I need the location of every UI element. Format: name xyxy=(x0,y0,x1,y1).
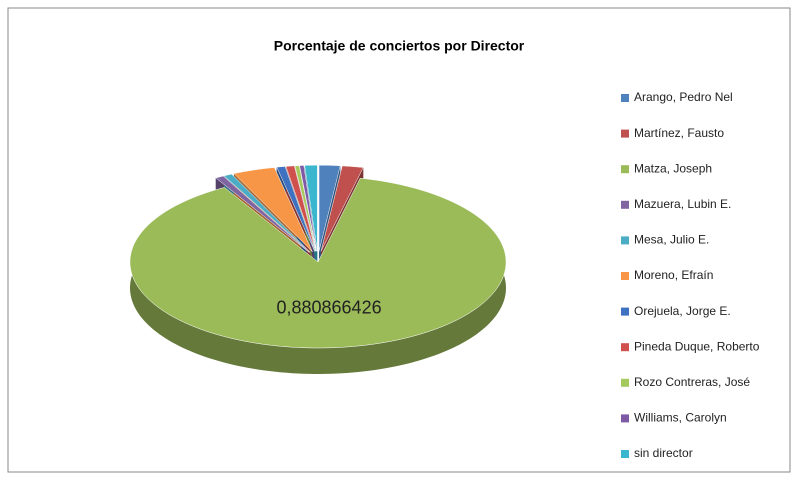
legend-label: sin director xyxy=(634,446,693,460)
slice xyxy=(318,164,341,252)
data-label: 0,880866426 xyxy=(276,298,381,318)
legend-swatch xyxy=(621,94,629,102)
slice xyxy=(215,175,310,253)
legend-swatch xyxy=(621,343,629,352)
legend-swatch xyxy=(621,200,629,209)
legend-swatch xyxy=(621,307,629,316)
legend-label: Martínez, Fausto xyxy=(634,126,724,140)
legend-swatch xyxy=(621,378,629,387)
legend-label: Williams, Carolyn xyxy=(634,411,727,425)
legend-swatch xyxy=(621,129,629,138)
legend-label: Orejuela, Jorge E. xyxy=(634,304,731,318)
slice xyxy=(276,166,315,252)
chart-title: Porcentaje de conciertos por Director xyxy=(274,38,525,54)
legend-label: Matza, Joseph xyxy=(634,161,712,175)
slice xyxy=(320,165,364,252)
legend-swatch xyxy=(621,165,629,174)
legend-swatch xyxy=(621,414,629,423)
legend-label: Mazuera, Lubin E. xyxy=(634,197,731,211)
legend-swatch xyxy=(621,450,629,458)
slice xyxy=(233,167,313,252)
legend-label: Rozo Contreras, José xyxy=(634,375,750,389)
legend-label: Pineda Duque, Roberto xyxy=(634,339,760,353)
slice xyxy=(223,173,311,253)
slice xyxy=(129,177,507,349)
legend-swatch xyxy=(621,272,629,280)
legend-label: Mesa, Julio E. xyxy=(634,233,709,247)
slice xyxy=(294,165,317,252)
slice xyxy=(304,164,318,252)
legend-swatch xyxy=(621,236,629,245)
slice xyxy=(299,165,317,252)
legend-label: Moreno, Efraín xyxy=(634,268,713,282)
legend-label: Arango, Pedro Nel xyxy=(634,90,733,104)
slice xyxy=(285,165,316,252)
